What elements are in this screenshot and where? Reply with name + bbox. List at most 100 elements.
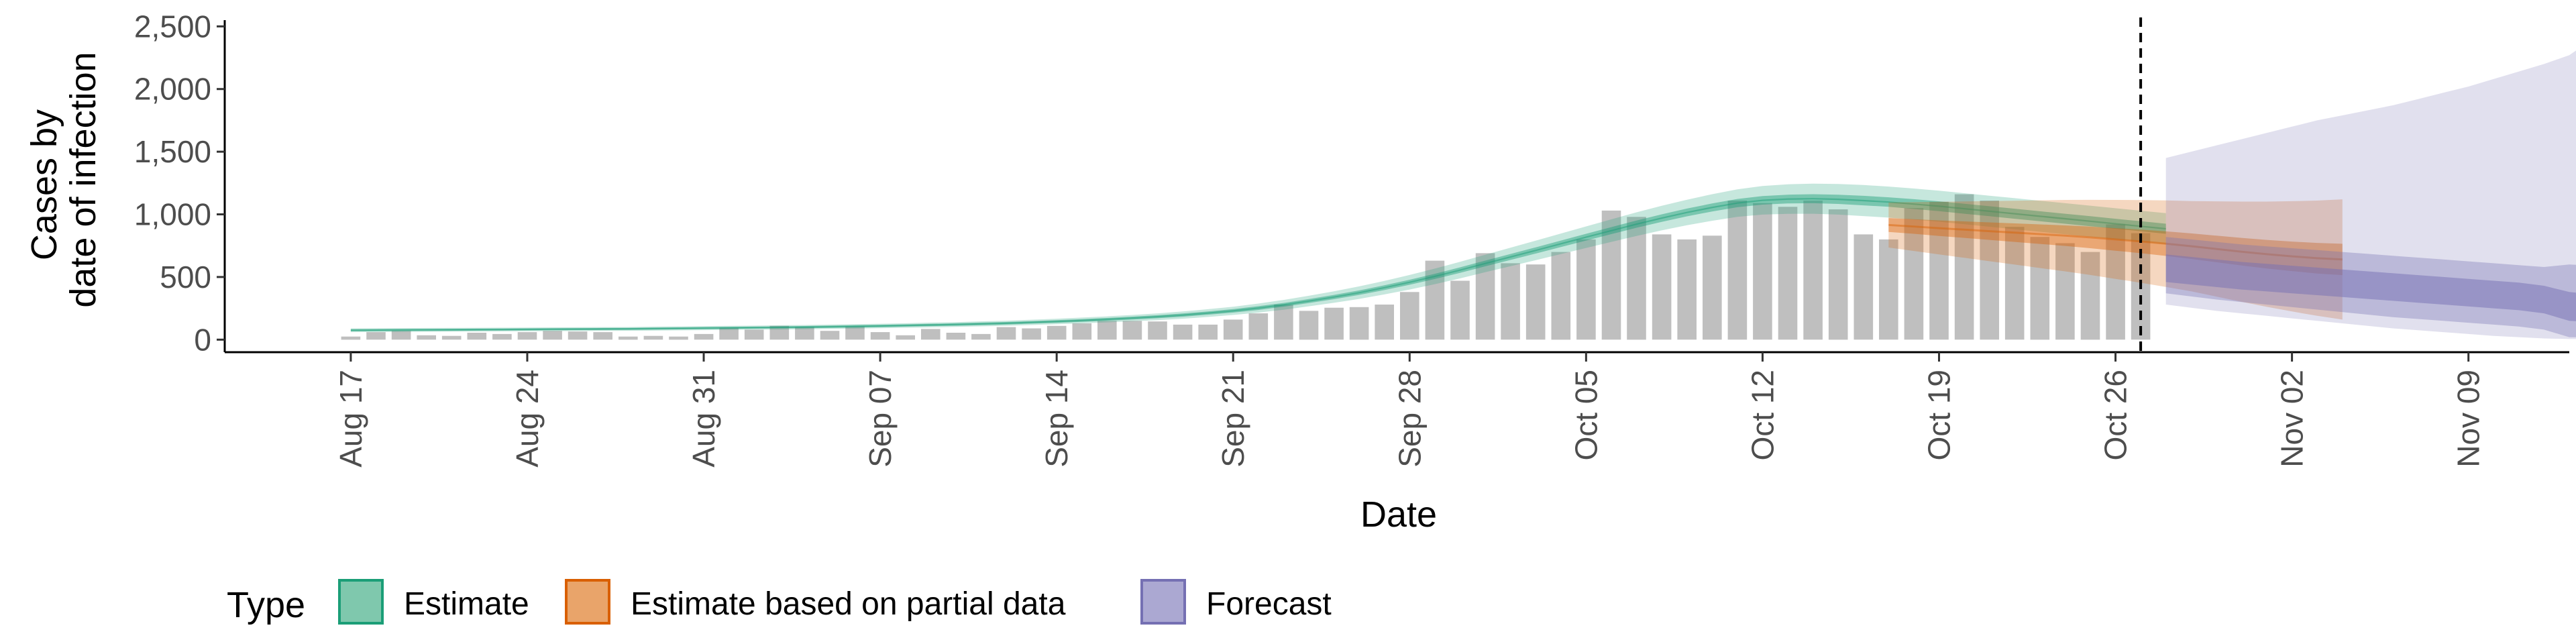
case-bar: [1677, 239, 1697, 340]
case-bar: [1248, 313, 1269, 340]
case-bar: [795, 327, 814, 340]
y-tick-label: 2,000: [134, 72, 211, 107]
case-bar: [593, 332, 612, 340]
case-bar: [1727, 201, 1748, 340]
x-tick-label: Oct 19: [1922, 370, 1957, 461]
case-bar: [1854, 234, 1874, 340]
case-bar: [1425, 260, 1445, 340]
estimate-ribbons: [350, 50, 2576, 339]
legend: Type Estimate Estimate based on partial …: [227, 579, 1332, 625]
case-bar: [996, 327, 1016, 340]
case-bar: [1576, 239, 1596, 340]
case-bar: [1046, 325, 1067, 340]
case-bar: [1450, 280, 1470, 340]
legend-key-partial: [565, 579, 610, 625]
case-bar: [1375, 305, 1394, 340]
case-bar: [2030, 237, 2050, 340]
case-bar: [1652, 234, 1672, 340]
y-axis-title-line-1: Cases by: [24, 109, 64, 260]
case-bar: [1274, 305, 1293, 340]
partial-median: [1888, 223, 2343, 261]
case-bar: [1778, 207, 1798, 340]
case-bar: [1828, 209, 1848, 340]
x-tick-label: Sep 28: [1392, 370, 1427, 468]
x-tick-label: Oct 05: [1568, 370, 1603, 461]
legend-label-estimate: Estimate: [404, 586, 529, 622]
legend-label-forecast: Forecast: [1206, 586, 1332, 622]
case-bar: [694, 333, 714, 340]
observed-cases-bars: [341, 194, 2151, 340]
estimate-median: [350, 198, 2166, 331]
x-ticks: Aug 17 Aug 24 Aug 31 Sep 07 Sep 14 Sep 21 Sep …: [333, 352, 2486, 468]
x-tick-label: Sep 14: [1039, 370, 1074, 468]
x-axis-title: Date: [1360, 494, 1437, 535]
case-bar: [719, 327, 739, 340]
estimate-band-inner: [350, 194, 2166, 331]
case-bar: [1349, 307, 1369, 340]
y-axis-title: Cases by date of infection: [24, 52, 103, 307]
case-bar: [341, 336, 361, 340]
y-tick-label: 500: [160, 260, 211, 294]
case-bar: [517, 332, 537, 340]
case-bar: [1223, 319, 1243, 340]
case-bar: [744, 329, 764, 340]
x-tick-label: Nov 02: [2275, 370, 2310, 468]
case-bar: [971, 333, 991, 340]
case-bar: [1627, 217, 1646, 340]
y-tick-label: 1,500: [134, 134, 211, 169]
case-bar: [1198, 324, 1218, 340]
case-bar: [2080, 252, 2100, 340]
case-bar: [1803, 201, 1823, 340]
case-bar: [1954, 194, 1974, 340]
y-tick-label: 2,500: [134, 9, 211, 44]
y-axis-title-line-2: date of infection: [63, 52, 103, 307]
legend-label-partial: Estimate based on partial data: [631, 586, 1066, 622]
case-bar: [568, 331, 588, 340]
case-bar: [2004, 227, 2025, 340]
case-bar: [1929, 201, 1949, 340]
case-bar: [845, 326, 865, 340]
case-bar: [870, 332, 890, 340]
partial-band-outer: [1888, 199, 2343, 320]
case-bar: [391, 331, 411, 340]
case-bar: [492, 333, 512, 340]
legend-key-forecast: [1140, 579, 1186, 625]
case-bar: [1122, 321, 1142, 340]
case-bar: [1475, 253, 1495, 340]
x-tick-label: Aug 31: [686, 370, 721, 468]
x-tick-label: Oct 26: [2098, 370, 2133, 461]
x-tick-label: Aug 17: [333, 370, 368, 468]
axes: [223, 20, 2569, 354]
case-bar: [366, 332, 386, 340]
y-tick-label: 0: [194, 322, 211, 357]
case-bar: [467, 333, 487, 340]
case-bar: [543, 331, 562, 340]
case-bar: [1753, 203, 1772, 340]
y-tick-label: 1,000: [134, 197, 211, 232]
y-ticks: 0 500 1,000 1,500 2,000 2,500: [134, 9, 225, 357]
case-bar: [1551, 252, 1571, 340]
case-bar: [441, 335, 462, 340]
case-bar: [2106, 224, 2125, 340]
case-bar: [1501, 263, 1520, 340]
case-bar: [1324, 307, 1344, 340]
case-bar: [1980, 201, 1999, 340]
case-bar: [769, 325, 790, 340]
case-bar: [1525, 264, 1546, 340]
case-bar: [1400, 292, 1419, 340]
x-tick-label: Nov 09: [2451, 370, 2486, 468]
case-bar: [896, 335, 915, 340]
forecast-band-inner: [2165, 254, 2576, 321]
case-bar: [1879, 239, 1898, 340]
case-bar: [921, 329, 941, 340]
case-bar: [1097, 321, 1117, 340]
case-bar: [1022, 328, 1041, 340]
case-bar: [2055, 243, 2075, 340]
case-bar: [1299, 311, 1319, 340]
estimate-band-outer: [350, 183, 2166, 333]
case-bar: [1148, 321, 1167, 340]
legend-title: Type: [227, 585, 305, 625]
case-bar: [643, 335, 663, 340]
x-tick-label: Aug 24: [510, 370, 545, 468]
